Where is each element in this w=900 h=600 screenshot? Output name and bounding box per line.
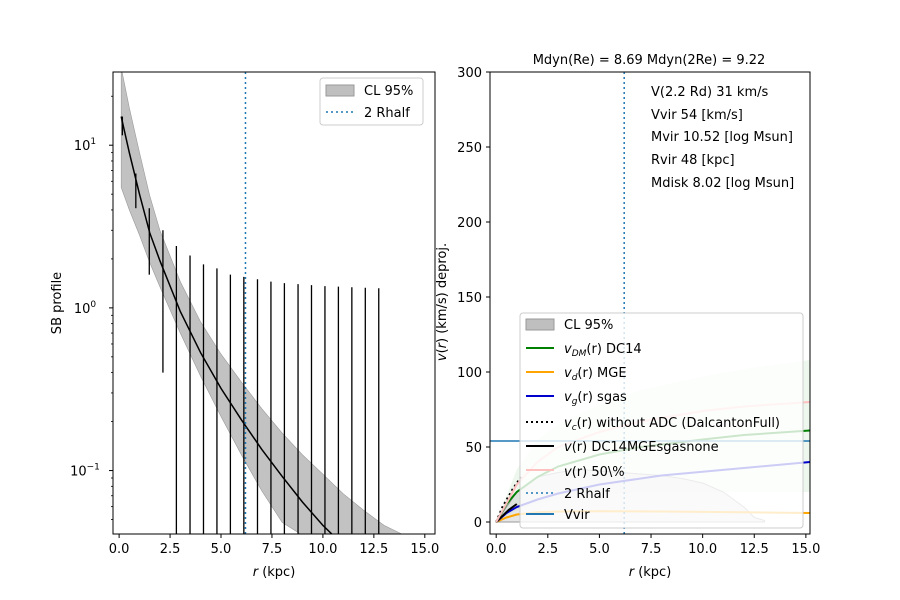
legend-label-vtotal: v(r) DC14MGEsgasnone [564,440,719,455]
right-legend-frame [519,312,804,529]
left-x-axis-label: r (kpc) [253,565,296,580]
x-tick-label: 10.0 [308,542,337,557]
left-y-axis-label: SB profile [50,272,65,334]
left-axes-frame [112,71,436,535]
legend-label-2rhalf: 2 Rhalf [564,487,610,502]
x-tick-label: 7.5 [641,542,662,557]
x-tick-label: 0.0 [109,542,130,557]
annotation-mdisk: Mdisk 8.02 [log Msun] [651,176,794,191]
left-model-curve [120,116,333,534]
annotation-mvir: Mvir 10.52 [log Msun] [651,130,793,145]
left-x-ticks: 0.0 2.5 5.0 7.5 10.0 12.5 15.0 [109,534,439,557]
x-tick-label: 5.0 [589,542,610,557]
y-tick-label: 0 [474,516,482,531]
right-legend-label-cl95: CL 95% [564,318,613,333]
left-panel: 0.0 2.5 5.0 7.5 10.0 12.5 15.0 101 100 10−1 r (k… [50,71,439,580]
left-y-ticks: 101 100 10−1 [70,95,113,520]
x-tick-label: 12.5 [740,542,769,557]
y-tick-label: 200 [457,216,482,231]
legend-label-v50: v(r) 50\% [564,465,625,480]
legend-label-vc: vc(r) without ADC (DalcantonFull) [564,416,780,433]
x-tick-label: 7.5 [262,542,283,557]
y-tick-label: 10−1 [70,463,100,480]
right-legend: CL 95% vDM(r) DC14 vd(r) MGE vg(r) sgas … [519,312,804,529]
legend-label-vd: vd(r) MGE [564,366,627,383]
y-tick-label: 100 [457,366,482,381]
legend-label-vdm: vDM(r) DC14 [564,342,642,359]
right-y-ticks: 0 50 100 150 200 250 300 [457,66,490,531]
y-tick-label: 150 [457,291,482,306]
right-annotations: V(2.2 Rd) 31 km/s Vvir 54 [km/s] Mvir 10… [651,85,794,191]
x-tick-label: 12.5 [359,542,388,557]
legend-label-vvir: Vvir [564,508,590,523]
x-tick-label: 0.0 [486,542,507,557]
left-legend-label-cl95: CL 95% [364,84,413,99]
left-legend-label-2rhalf: 2 Rhalf [364,106,410,121]
right-legend-band-swatch [525,318,555,331]
right-panel: Mdyn(Re) = 8.69 Mdyn(2Re) = 9.22 0.0 2.5 5… [435,53,820,580]
annotation-rvir: Rvir 48 [kpc] [651,153,735,168]
y-tick-label: 101 [74,137,96,154]
x-tick-label: 10.0 [688,542,717,557]
right-x-ticks: 0.0 2.5 5.0 7.5 10.0 12.5 15.0 [486,534,820,557]
series-line [495,503,518,523]
x-tick-label: 2.5 [160,542,181,557]
x-tick-label: 15.0 [410,542,439,557]
x-tick-label: 2.5 [537,542,558,557]
left-error-bars [121,116,380,534]
right-panel-title: Mdyn(Re) = 8.69 Mdyn(2Re) = 9.22 [533,53,766,68]
right-y-axis-label: v(r) (km/s) deproj. [435,243,450,361]
left-legend: CL 95% 2 Rhalf [319,77,424,126]
x-tick-label: 15.0 [791,542,820,557]
y-tick-label: 250 [457,141,482,156]
series-line [495,476,522,523]
left-legend-band-swatch [325,84,355,97]
x-tick-label: 5.0 [211,542,232,557]
annotation-v22rd: V(2.2 Rd) 31 km/s [651,85,769,100]
annotation-vvir: Vvir 54 [km/s] [651,108,743,123]
y-tick-label: 300 [457,66,482,81]
left-confidence-band [120,72,403,534]
y-tick-label: 100 [74,300,97,317]
y-tick-label: 50 [465,441,482,456]
right-axes-frame [489,71,811,535]
legend-label-vg: vg(r) sgas [564,390,627,407]
right-x-axis-label: r (kpc) [629,565,672,580]
